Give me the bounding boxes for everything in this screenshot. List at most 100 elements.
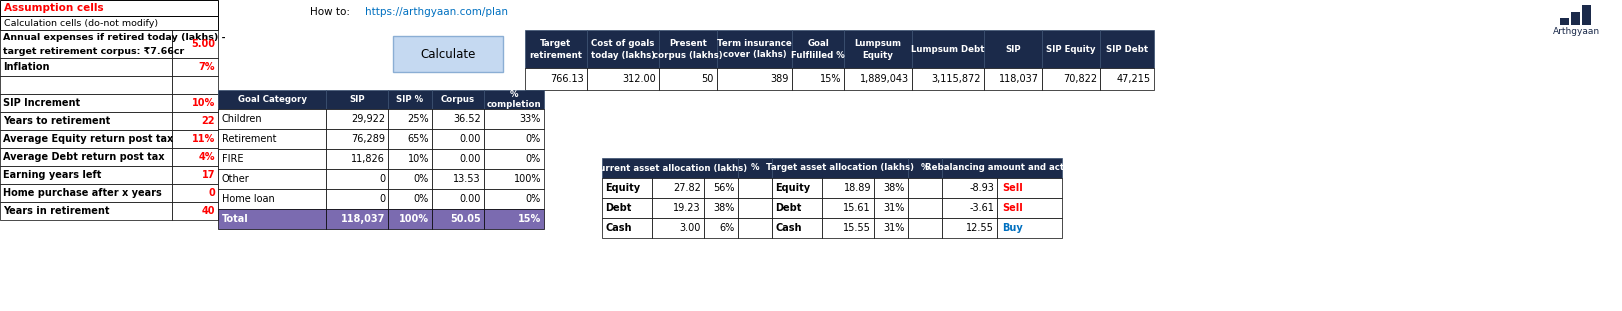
Text: Current asset allocation (lakhs): Current asset allocation (lakhs) (594, 164, 748, 173)
Bar (217, 149, 326, 169)
Text: Retirement: Retirement (222, 134, 276, 144)
Text: Annual expenses if retired today (lakhs) -: Annual expenses if retired today (lakhs)… (3, 34, 225, 43)
Bar (985, 30, 1041, 68)
Bar (1041, 30, 1100, 68)
Text: 7%: 7% (198, 62, 216, 72)
Bar (792, 68, 843, 90)
Bar (217, 109, 326, 129)
Bar (172, 76, 217, 94)
Text: 0.00: 0.00 (459, 154, 482, 164)
Bar (388, 149, 431, 169)
Text: 0: 0 (380, 174, 384, 184)
Bar (602, 198, 652, 218)
Text: 33%: 33% (519, 114, 542, 124)
Text: 0%: 0% (414, 194, 428, 204)
Bar (172, 184, 217, 202)
Bar (772, 158, 908, 178)
Text: 50: 50 (702, 74, 714, 84)
Bar (738, 178, 772, 198)
Bar (431, 149, 483, 169)
Bar (717, 30, 792, 68)
Bar (388, 169, 431, 189)
Bar (659, 30, 717, 68)
Text: Rebalancing amount and action: Rebalancing amount and action (925, 164, 1079, 173)
Bar (388, 109, 431, 129)
Bar (172, 166, 217, 184)
Text: 15.55: 15.55 (843, 223, 871, 233)
Text: Average Debt return post tax: Average Debt return post tax (3, 152, 164, 162)
Bar (1100, 30, 1153, 68)
Bar (217, 189, 326, 209)
Text: 76,289: 76,289 (350, 134, 384, 144)
Bar (431, 209, 483, 229)
Bar (602, 218, 652, 238)
Text: Assumption cells: Assumption cells (3, 3, 104, 13)
Bar (738, 158, 772, 178)
Bar (822, 198, 874, 218)
Bar (388, 209, 431, 229)
Bar (1572, 12, 1580, 25)
Text: 389: 389 (770, 74, 788, 84)
Bar (998, 178, 1062, 198)
Text: 10%: 10% (407, 154, 428, 164)
Text: SIP Increment: SIP Increment (3, 98, 79, 108)
Bar (0, 76, 172, 94)
Bar (172, 112, 217, 130)
Text: 12.55: 12.55 (967, 223, 994, 233)
Text: -3.61: -3.61 (968, 203, 994, 213)
Text: today (lakhs): today (lakhs) (590, 50, 655, 59)
Text: cover (lakhs): cover (lakhs) (723, 50, 787, 59)
Bar (652, 178, 704, 198)
Bar (908, 198, 942, 218)
Bar (772, 178, 822, 198)
Bar (0, 58, 172, 76)
Bar (217, 90, 326, 109)
Text: Equity: Equity (605, 183, 641, 193)
Bar (483, 149, 543, 169)
Text: 3.00: 3.00 (680, 223, 701, 233)
Text: target retirement corpus: ₹7.66cr: target retirement corpus: ₹7.66cr (3, 47, 185, 55)
Text: Children: Children (222, 114, 263, 124)
Text: 29,922: 29,922 (350, 114, 384, 124)
Text: Lumpsum: Lumpsum (855, 39, 902, 48)
Bar (483, 109, 543, 129)
Bar (483, 169, 543, 189)
Bar (0, 16, 217, 30)
Bar (172, 202, 217, 220)
Text: 40: 40 (201, 206, 216, 216)
Bar (717, 68, 792, 90)
Text: 70,822: 70,822 (1062, 74, 1096, 84)
Bar (822, 218, 874, 238)
Bar (772, 218, 822, 238)
Bar (843, 30, 912, 68)
Bar (217, 129, 326, 149)
Bar (431, 129, 483, 149)
Bar (431, 109, 483, 129)
Text: Calculate: Calculate (420, 48, 475, 61)
Bar (431, 189, 483, 209)
Text: 0%: 0% (414, 174, 428, 184)
Bar (704, 218, 738, 238)
Bar (659, 68, 717, 90)
Text: Home purchase after x years: Home purchase after x years (3, 188, 162, 198)
Bar (0, 112, 172, 130)
Bar (704, 178, 738, 198)
Bar (483, 189, 543, 209)
Bar (0, 184, 172, 202)
Text: Arthgyaan: Arthgyaan (1552, 26, 1599, 35)
Text: FIRE: FIRE (222, 154, 243, 164)
Text: 15%: 15% (819, 74, 840, 84)
Bar (792, 30, 843, 68)
Text: 0%: 0% (526, 154, 542, 164)
Text: Equity: Equity (775, 183, 809, 193)
Text: Inflation: Inflation (3, 62, 50, 72)
Text: 10%: 10% (191, 98, 216, 108)
Text: 31%: 31% (884, 223, 905, 233)
Bar (652, 218, 704, 238)
Text: Term insurance: Term insurance (717, 39, 792, 48)
Text: 22: 22 (201, 116, 216, 126)
Text: 11%: 11% (191, 134, 216, 144)
Text: Goal Category: Goal Category (237, 95, 307, 104)
Text: Cost of goals: Cost of goals (592, 39, 655, 48)
Bar (0, 0, 217, 16)
